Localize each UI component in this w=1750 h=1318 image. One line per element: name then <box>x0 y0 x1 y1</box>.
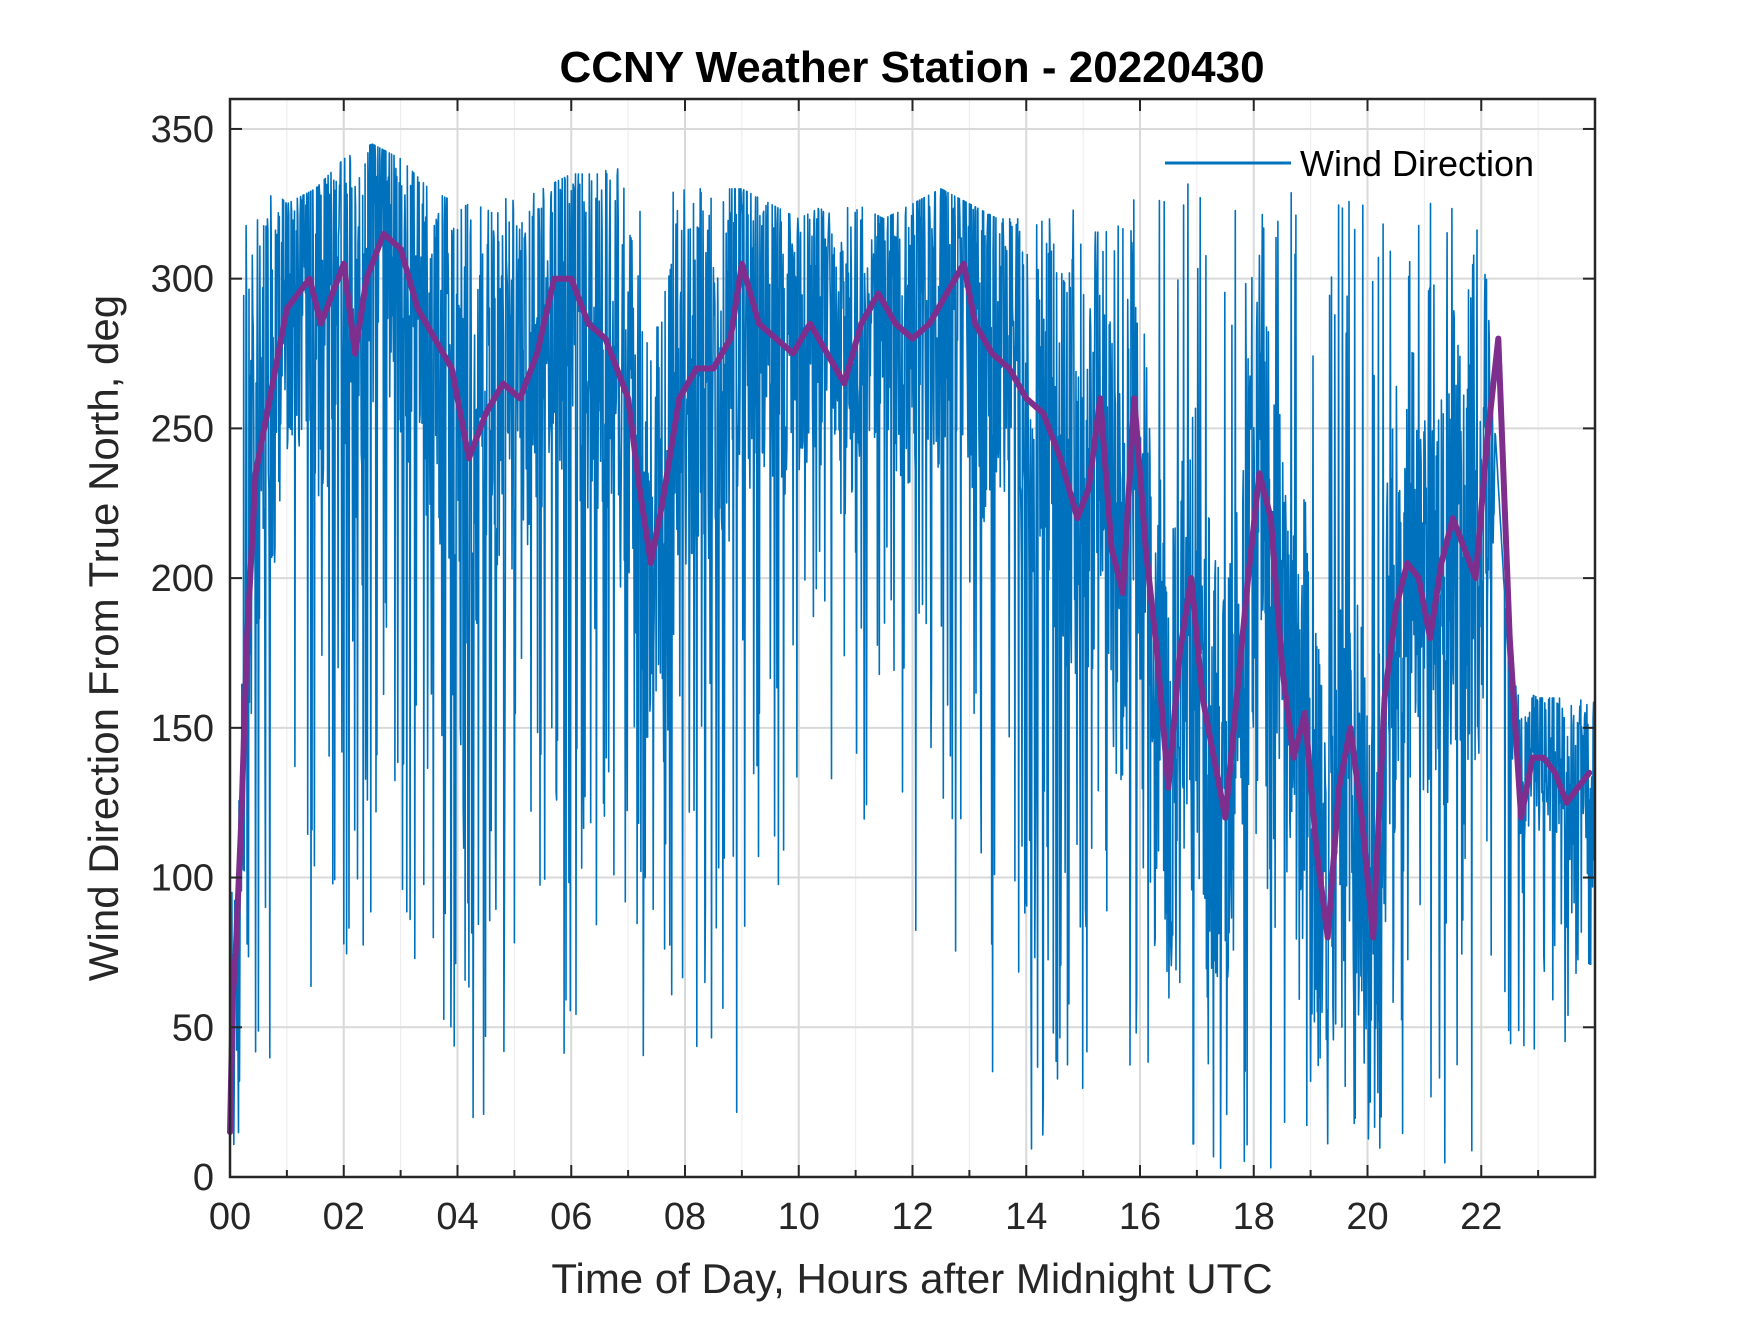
x-tick-label: 18 <box>1233 1196 1275 1238</box>
legend[interactable]: Wind Direction <box>1165 143 1534 184</box>
y-tick-label: 200 <box>151 558 214 600</box>
x-tick-label: 16 <box>1119 1196 1161 1238</box>
x-tick-label: 04 <box>436 1196 478 1238</box>
x-tick-label: 02 <box>323 1196 365 1238</box>
x-tick-label: 22 <box>1460 1196 1502 1238</box>
series-layer <box>227 143 1596 1173</box>
y-tick-label: 350 <box>151 109 214 151</box>
x-tick-label: 08 <box>664 1196 706 1238</box>
y-axis-label: Wind Direction From True North, deg <box>80 295 127 981</box>
series-wind-direction <box>229 143 1596 1173</box>
y-tick-label: 0 <box>193 1157 214 1199</box>
x-tick-label: 12 <box>891 1196 933 1238</box>
legend-label-wind-direction: Wind Direction <box>1300 143 1534 184</box>
y-tick-label: 100 <box>151 858 214 900</box>
y-tick-label: 50 <box>172 1007 214 1049</box>
x-tick-label: 06 <box>550 1196 592 1238</box>
y-tick-label: 300 <box>151 259 214 301</box>
y-tick-label: 250 <box>151 408 214 450</box>
x-tick-label: 14 <box>1005 1196 1047 1238</box>
y-tick-label: 150 <box>151 708 214 750</box>
series-wind-direction-average <box>227 230 1593 1136</box>
axes <box>228 97 1597 1179</box>
x-tick-label: 20 <box>1346 1196 1388 1238</box>
chart-title: CCNY Weather Station - 20220430 <box>559 43 1264 92</box>
x-tick-label: 10 <box>778 1196 820 1238</box>
axes-box <box>228 97 1597 1179</box>
x-axis-label: Time of Day, Hours after Midnight UTC <box>551 1255 1272 1302</box>
tick-labels: 00 02 04 06 08 10 12 14 16 18 20 22 0 50 100 150 200 250 3… <box>151 109 1503 1238</box>
x-tick-label: 00 <box>209 1196 251 1238</box>
